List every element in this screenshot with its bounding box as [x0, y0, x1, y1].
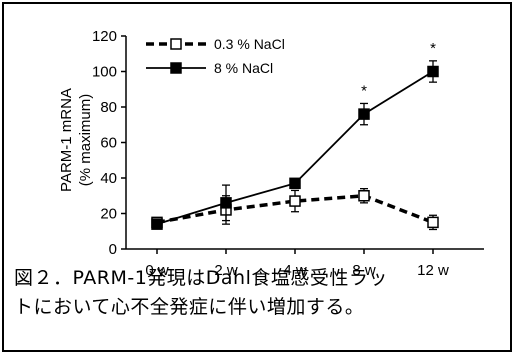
legend-label-1: 8 % NaCl: [214, 60, 273, 76]
x-tick-label: 0 w: [145, 262, 169, 279]
chart-series: **: [151, 40, 439, 231]
caption-line-1: 図２．PARM-1発現はDahl食塩感受性ラッ: [14, 267, 388, 289]
data-point-1-4: [427, 65, 439, 78]
figure-caption: 図２．PARM-1発現はDahl食塩感受性ラッ トにおいて心不全発症に伴い増加す…: [14, 264, 508, 322]
y-tick-label: 0: [109, 241, 117, 258]
y-tick-label: 40: [100, 170, 117, 187]
y-axis-title-line2: (% maximum): [77, 94, 94, 187]
legend-marker-1: [170, 62, 182, 74]
data-point-0-4: [427, 216, 439, 229]
data-point-0-3: [358, 190, 370, 202]
y-tick-label: 60: [100, 135, 117, 152]
series-line-0: [156, 193, 434, 225]
x-tick-label: 12 w: [417, 262, 449, 279]
chart-legend: 0.3 % NaCl 8 % NaCl: [146, 36, 285, 76]
caption-line-2: トにおいて心不全発症に伴い増加する。: [14, 296, 365, 318]
x-tick-label: 8 w: [352, 262, 376, 279]
y-tick-label: 80: [100, 99, 117, 116]
data-point-1-3: [358, 108, 370, 120]
data-point-0-2: [289, 195, 301, 207]
y-tick-label: 100: [92, 64, 117, 81]
y-tick-label: 20: [100, 206, 117, 223]
data-point-1-1: [220, 197, 232, 209]
x-tick-label: 2 w: [214, 262, 238, 279]
x-tick-label: 4 w: [283, 262, 307, 279]
legend-marker-0: [170, 38, 182, 50]
significance-marker: *: [361, 82, 367, 99]
y-tick-label: 120: [92, 28, 117, 45]
data-point-1-0: [151, 218, 163, 230]
chart-axes: 0 20 40 60 80 100 120 0 w 2 w 4 w 8 w 12 w: [92, 28, 484, 279]
figure-frame: [2, 2, 512, 352]
significance-marker: *: [430, 40, 436, 57]
data-point-1-2: [289, 177, 301, 190]
legend-label-0: 0.3 % NaCl: [214, 36, 285, 52]
y-axis-title-line1: PARM-1 mRNA: [58, 88, 75, 192]
